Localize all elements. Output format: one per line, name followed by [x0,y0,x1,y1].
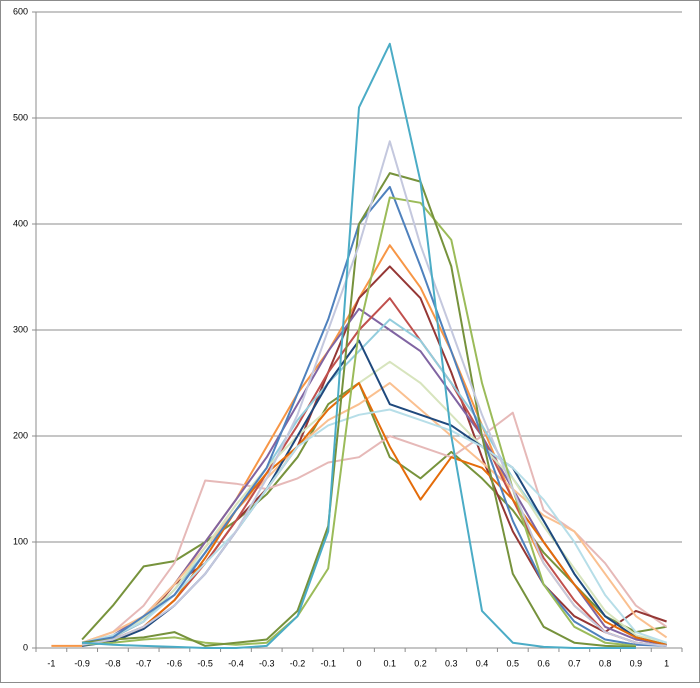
x-tick-label: -0.3 [259,658,275,668]
y-tick-label: 500 [13,112,28,122]
y-tick-label: 600 [13,6,28,16]
x-tick-label: 0.2 [414,658,427,668]
x-tick-label: -0.9 [74,658,90,668]
x-tick-label: -1 [47,658,55,668]
x-tick-label: 0.3 [445,658,458,668]
x-tick-label: 0 [356,658,361,668]
series-line [81,140,667,647]
x-tick-label: 0.6 [537,658,550,668]
y-tick-label: 0 [23,642,28,652]
series-line [82,42,636,649]
series-line [81,382,668,644]
series-line [81,408,667,644]
x-tick-label: 0.8 [599,658,612,668]
x-tick-label: 0.9 [630,658,643,668]
series-line [81,382,667,646]
x-tick-label: 0.1 [384,658,397,668]
x-tick-label: -0.1 [320,658,336,668]
series-line [81,382,667,641]
x-tick-label: -0.7 [136,658,152,668]
y-tick-label: 200 [13,430,28,440]
x-tick-label: 0.7 [568,658,581,668]
series-line [81,265,667,646]
series-line [82,196,637,647]
y-tick-label: 100 [13,536,28,546]
x-tick-label: -0.8 [105,658,121,668]
x-tick-label: -0.4 [228,658,244,668]
x-tick-label: -0.5 [197,658,213,668]
x-tick-label: -0.2 [290,658,306,668]
y-tick-label: 300 [13,324,28,334]
y-tick-label: 400 [13,218,28,228]
series-line [81,172,636,648]
x-tick-label: 1 [664,658,669,668]
x-tick-label: 0.4 [476,658,489,668]
x-tick-label: 0.5 [507,658,520,668]
x-tick-label: -0.6 [167,658,183,668]
series-line [81,185,667,647]
